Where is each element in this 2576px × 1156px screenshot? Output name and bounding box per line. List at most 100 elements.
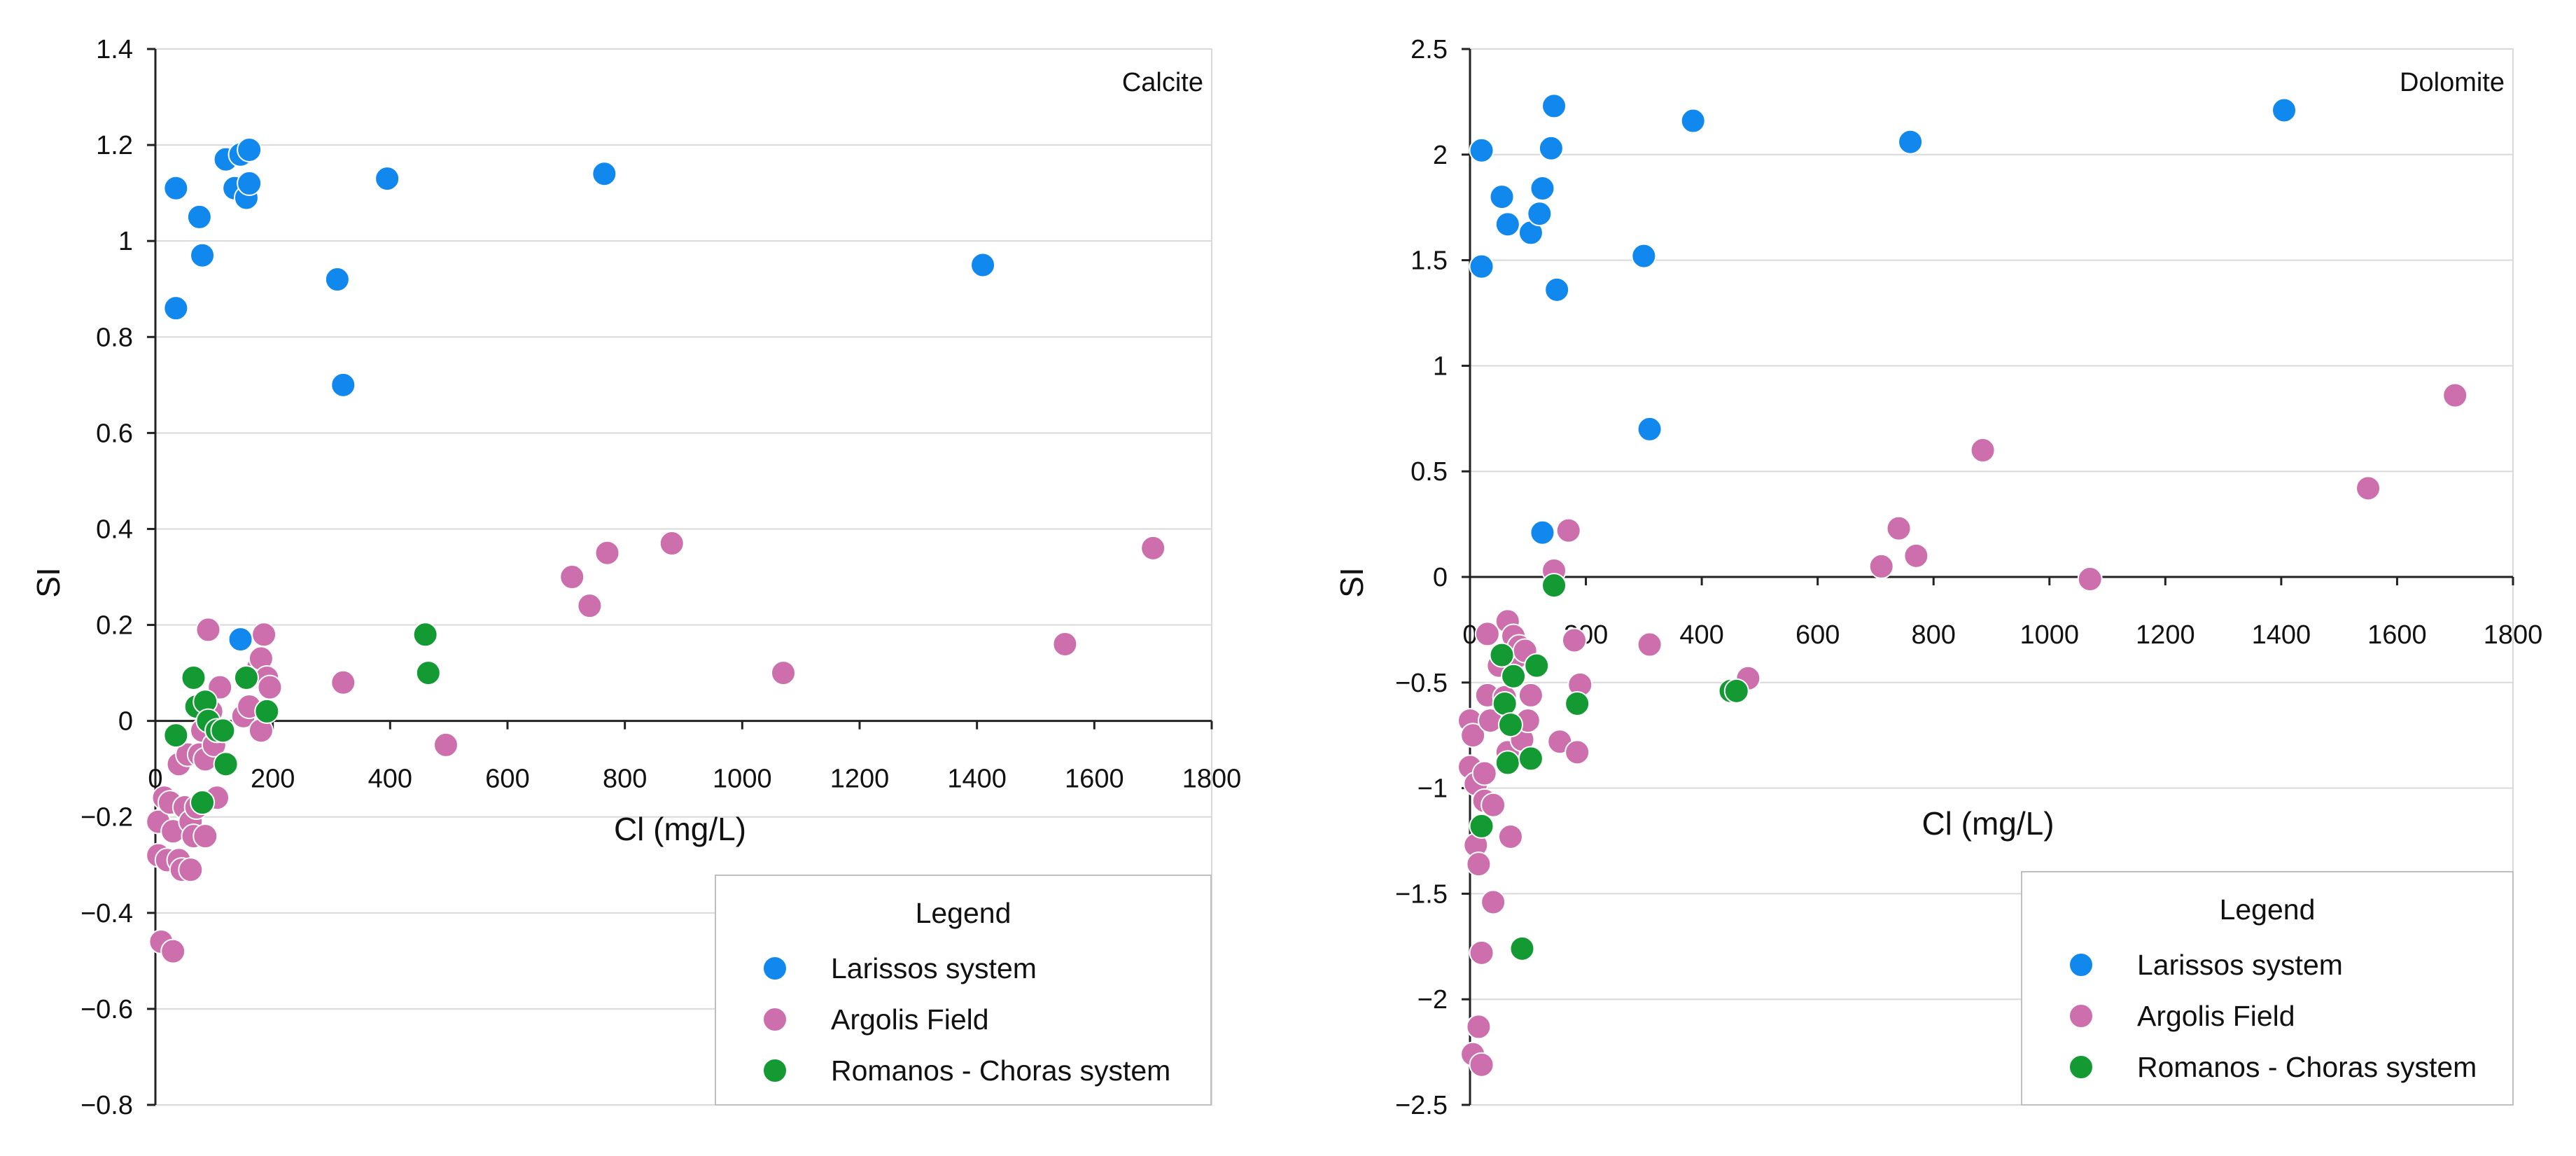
x-tick-label: 800 <box>603 765 647 794</box>
data-point <box>1555 517 1581 543</box>
series-argolis-field <box>1457 382 2468 1078</box>
data-point <box>324 267 350 293</box>
data-point <box>213 751 239 777</box>
y-tick-label: −0.5 <box>1395 669 1448 698</box>
legend-marker <box>762 956 788 981</box>
legend-label: Larissos system <box>831 952 1037 984</box>
calcite-chart: −0.8−0.6−0.4−0.200.20.40.60.811.21.40 200… <box>30 35 1241 1120</box>
data-point <box>2077 566 2103 592</box>
data-point <box>1471 760 1497 786</box>
data-point <box>1541 573 1567 599</box>
y-tick-label: 0.8 <box>96 323 133 352</box>
data-point <box>1530 176 1555 202</box>
x-tick-label: 1200 <box>830 765 890 794</box>
y-tick-label: 1.4 <box>96 35 133 64</box>
data-point <box>237 137 262 162</box>
data-point <box>659 531 685 557</box>
data-point <box>1480 889 1506 915</box>
data-point <box>415 660 441 686</box>
data-point <box>186 204 212 230</box>
y-tick-label: 1 <box>118 227 133 256</box>
x-tick-label: 200 <box>251 765 295 794</box>
data-point <box>1631 243 1657 269</box>
data-point <box>1497 823 1523 849</box>
series-larissos-system <box>163 137 996 653</box>
x-tick-label: 1200 <box>2136 620 2195 650</box>
y-tick-label: −0.2 <box>80 803 133 833</box>
x-tick-label: 1600 <box>1065 765 1124 794</box>
data-point <box>1538 135 1564 161</box>
data-point <box>190 242 216 268</box>
dolomite-chart: −2.5−2−1.5−1−0.500.511.522.50 200 400 600 80… <box>1334 35 2542 1120</box>
data-point <box>190 790 216 816</box>
panel-title: Calcite <box>1122 68 1203 97</box>
series-larissos-system <box>1469 93 2297 545</box>
data-point <box>195 617 221 643</box>
data-point <box>251 622 277 648</box>
data-point <box>1489 184 1515 210</box>
y-tick-label: −1 <box>1418 774 1448 804</box>
data-point <box>178 857 204 883</box>
legend-title: Legend <box>2220 893 2316 926</box>
data-point <box>1492 690 1518 716</box>
data-point <box>237 170 262 196</box>
data-point <box>1564 690 1590 716</box>
data-point <box>577 593 603 619</box>
data-point <box>1886 515 1912 541</box>
series-romanos-choras-system <box>163 622 441 816</box>
x-tick-label: 0 <box>1462 620 1477 650</box>
legend-marker <box>2068 1003 2094 1029</box>
data-point <box>1474 621 1500 647</box>
legend-marker <box>762 1058 788 1083</box>
y-tick-label: 0.4 <box>96 515 133 544</box>
data-point <box>1469 137 1494 163</box>
y-tick-label: −0.8 <box>80 1091 133 1120</box>
y-tick-label: 0.5 <box>1410 457 1448 487</box>
data-point <box>160 938 186 964</box>
data-point <box>1970 438 1996 464</box>
legend-marker <box>2068 952 2094 977</box>
data-point <box>1052 631 1078 657</box>
legend-box <box>715 875 1212 1106</box>
y-tick-label: 0.6 <box>96 419 133 448</box>
y-tick-label: 1.2 <box>96 131 133 160</box>
legend-label: Romanos - Choras system <box>2137 1051 2477 1083</box>
data-point <box>2272 97 2297 123</box>
data-point <box>1898 129 1924 155</box>
legend-marker <box>762 1007 788 1032</box>
data-point <box>1469 1052 1494 1078</box>
x-tick-label: 800 <box>1912 620 1956 650</box>
y-tick-label: −1.5 <box>1395 879 1448 909</box>
data-point <box>1562 627 1587 653</box>
data-point <box>330 669 356 695</box>
data-point <box>1680 108 1706 134</box>
x-tick-label: 600 <box>485 765 529 794</box>
data-point <box>1527 201 1553 227</box>
y-tick-label: 0 <box>118 707 133 737</box>
y-tick-label: 0 <box>1433 563 1448 592</box>
x-tick-label: 1000 <box>713 765 772 794</box>
data-point <box>559 564 585 590</box>
y-tick-label: −2.5 <box>1395 1091 1448 1120</box>
data-point <box>1469 940 1494 966</box>
data-point <box>1541 93 1567 119</box>
data-point <box>412 622 438 648</box>
data-point <box>1466 851 1492 877</box>
data-point <box>1868 553 1894 579</box>
legend-label: Romanos - Choras system <box>831 1054 1170 1087</box>
y-tick-label: 2 <box>1433 141 1448 170</box>
x-tick-label: 1800 <box>2484 620 2543 650</box>
data-point <box>1637 416 1662 442</box>
data-point <box>1637 632 1662 657</box>
data-point <box>227 627 253 653</box>
y-tick-label: −2 <box>1418 985 1448 1015</box>
data-point <box>210 718 236 744</box>
data-point <box>771 660 797 686</box>
data-point <box>1518 682 1544 708</box>
data-point <box>257 674 283 700</box>
panel-title: Dolomite <box>2400 68 2505 97</box>
data-point <box>1518 746 1544 772</box>
data-point <box>1469 253 1494 279</box>
series-romanos-choras-system <box>1469 573 1749 961</box>
